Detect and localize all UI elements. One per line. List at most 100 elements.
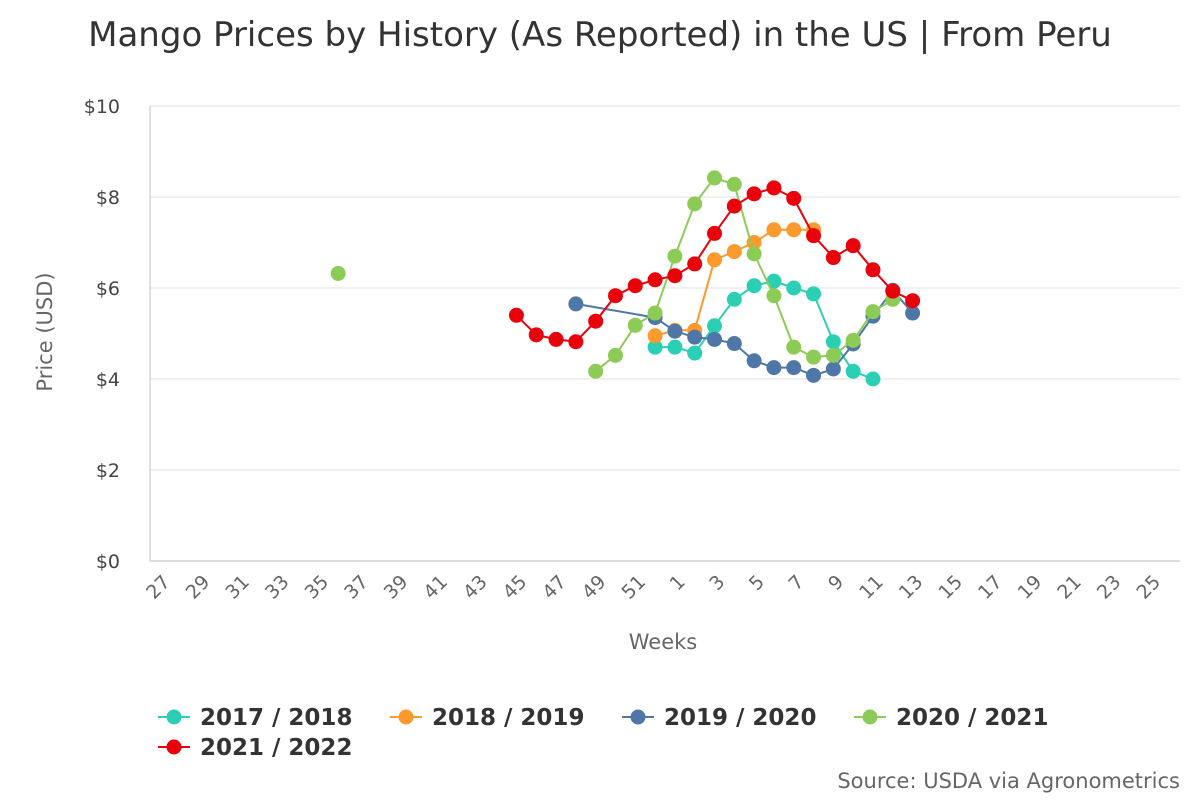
data-point[interactable] [845,363,861,379]
data-point[interactable] [865,304,881,320]
data-point[interactable] [766,180,782,196]
y-tick-label: $6 [96,278,120,300]
x-tick-label: 43 [459,571,492,604]
x-tick-label: 39 [380,571,413,604]
data-point[interactable] [707,170,723,186]
data-point[interactable] [687,329,703,345]
data-point[interactable] [766,273,782,289]
data-point[interactable] [667,323,683,339]
data-point[interactable] [885,283,901,299]
series-line [595,176,894,373]
y-axis-ticks: $0 $2 $4 $6 $8 $10 [84,96,120,573]
series-1 [647,273,881,387]
data-point[interactable] [607,347,623,363]
data-point[interactable] [707,318,723,334]
data-point[interactable] [647,328,663,344]
data-point[interactable] [825,250,841,266]
x-tick-label: 19 [1014,571,1047,604]
x-axis-ticks: 27 29 31 33 35 37 39 41 43 45 47 49 51 1 3 5 7 9 11 13 15 17 1… [142,571,1165,604]
data-point[interactable] [766,288,782,304]
data-point[interactable] [667,248,683,264]
data-point[interactable] [528,327,544,343]
data-point[interactable] [588,363,604,379]
x-tick-label: 37 [340,571,373,604]
legend-item[interactable]: 2021 / 2022 [158,735,352,761]
data-point[interactable] [647,339,663,355]
data-point[interactable] [726,198,742,214]
x-tick-label: 45 [499,571,532,604]
legend-item[interactable]: 2020 / 2021 [854,705,1048,731]
data-point[interactable] [905,305,921,321]
data-point[interactable] [806,349,822,365]
source-note: Source: USDA via Agronometrics [837,769,1180,793]
data-point[interactable] [687,345,703,361]
legend-marker [166,739,182,755]
x-tick-label: 33 [261,571,294,604]
data-point[interactable] [825,361,841,377]
x-tick-label: 5 [745,571,769,595]
data-point[interactable] [726,336,742,352]
data-point[interactable] [548,331,564,347]
data-point[interactable] [627,317,643,333]
x-tick-label: 35 [301,571,334,604]
legend-label: 2017 / 2018 [200,705,352,731]
data-point[interactable] [568,334,584,350]
data-point[interactable] [865,262,881,278]
x-tick-label: 11 [855,571,888,604]
data-point[interactable] [845,332,861,348]
data-point[interactable] [825,347,841,363]
series-5 [508,180,921,350]
data-point[interactable] [746,278,762,294]
x-tick-label: 29 [182,571,215,604]
y-tick-label: $2 [96,460,120,482]
data-point[interactable] [786,280,802,296]
legend-marker [166,709,182,725]
data-point[interactable] [667,339,683,355]
data-point[interactable] [726,291,742,307]
data-point[interactable] [647,305,663,321]
x-tick-label: 47 [538,571,571,604]
data-point[interactable] [825,334,841,350]
data-point[interactable] [806,286,822,302]
grid [149,105,1180,562]
data-point[interactable] [766,222,782,238]
data-point[interactable] [786,339,802,355]
x-tick-label: 9 [824,571,848,595]
legend-item[interactable]: 2018 / 2019 [390,705,584,731]
data-point[interactable] [607,288,623,304]
data-point[interactable] [647,272,663,288]
data-point[interactable] [746,246,762,262]
data-point[interactable] [568,296,584,312]
legend-marker [862,709,878,725]
data-point[interactable] [627,278,643,294]
data-point[interactable] [330,265,346,281]
data-point[interactable] [786,190,802,206]
data-point[interactable] [786,222,802,238]
data-point[interactable] [726,244,742,260]
data-point[interactable] [707,331,723,347]
data-point[interactable] [746,186,762,202]
data-point[interactable] [667,268,683,284]
legend-item[interactable]: 2019 / 2020 [622,705,816,731]
legend-item[interactable]: 2017 / 2018 [158,705,352,731]
series-line [575,288,914,377]
data-point[interactable] [746,353,762,369]
data-point[interactable] [508,307,524,323]
data-point[interactable] [806,228,822,244]
x-tick-label: 13 [895,571,928,604]
data-point[interactable] [865,371,881,387]
x-axis-label: Weeks [629,630,697,654]
data-point[interactable] [806,367,822,383]
data-point[interactable] [707,225,723,241]
data-point[interactable] [845,238,861,254]
data-point[interactable] [687,256,703,272]
data-point[interactable] [588,313,604,329]
chart-title: Mango Prices by History (As Reported) in… [88,15,1112,55]
data-point[interactable] [905,293,921,309]
data-point[interactable] [726,176,742,192]
data-point[interactable] [707,252,723,268]
data-point[interactable] [766,360,782,376]
data-point[interactable] [786,360,802,376]
data-point[interactable] [687,196,703,212]
